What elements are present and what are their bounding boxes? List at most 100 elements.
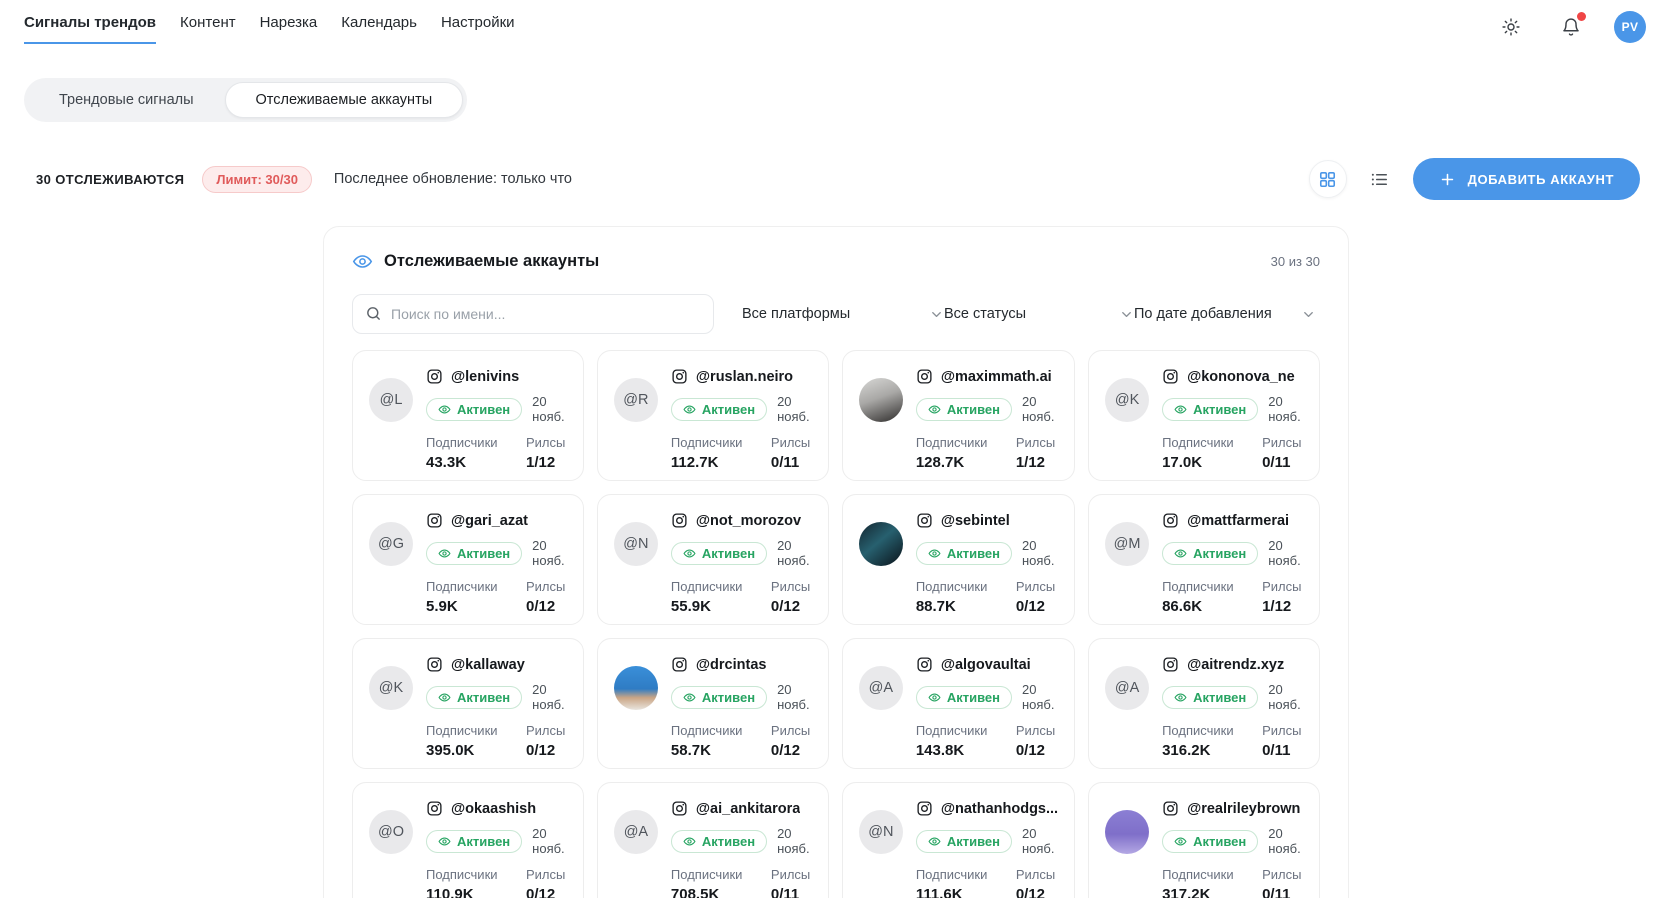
account-handle[interactable]: @realrileybrown [1187,800,1301,817]
account-handle[interactable]: @kononova_ne [1187,368,1295,385]
account-handle[interactable]: @ai_ankitarora [695,800,801,817]
account-card[interactable]: @O @okaashish [352,782,584,898]
nav-tab-settings[interactable]: Настройки [440,14,515,31]
instagram-icon [916,800,933,817]
list-icon [1370,170,1389,189]
account-card[interactable]: @sebintel Активен 20 нояб. Подписчики [841,494,1076,625]
status-badge: Активен [426,829,523,853]
add-account-button[interactable]: ДОБАВИТЬ АККАУНТ [1412,158,1640,200]
search-input[interactable] [352,294,714,334]
reels-value: 0/12 [526,742,556,759]
reels-label: Рилсы [1262,867,1302,882]
account-card[interactable]: @L @lenivins [352,350,584,481]
account-handle[interactable]: @maximmath.ai [940,368,1052,385]
list-view-button[interactable] [1361,160,1399,198]
tab-tracked-accounts[interactable]: Отслеживаемые аккаунты [224,82,464,118]
status-label: Активен [1193,545,1247,561]
followers-label: Подписчики [670,867,743,882]
added-date: 20 нояб. [1268,394,1301,424]
nav-tab-content[interactable]: Контент [180,14,236,31]
grid-view-button[interactable] [1308,160,1347,198]
status-label: Активен [701,545,756,561]
account-handle[interactable]: @not_morozov [695,512,802,529]
notifications-button[interactable] [1554,10,1588,44]
status-label: Активен [701,401,756,417]
chevron-down-icon [1301,307,1316,322]
account-card[interactable]: @realrileybrown Активен 20 нояб. Подпис [1088,782,1320,898]
theme-toggle-button[interactable] [1494,10,1528,44]
account-card[interactable]: @K @kononova_ne [1088,350,1320,481]
account-card[interactable]: @N @not_morozov [596,494,829,625]
account-handle[interactable]: @kallaway [451,656,525,673]
avatar-initials: @M [1113,536,1141,552]
account-handle[interactable]: @lenivins [451,368,520,385]
reels-value: 1/12 [526,454,556,471]
avatar-initials: @G [378,536,404,552]
account-handle[interactable]: @drcintas [695,656,767,673]
added-date: 20 нояб. [777,538,810,568]
nav-tab-trend-signals[interactable]: Сигналы трендов [24,14,157,44]
followers-label: Подписчики [426,867,498,882]
reels-label: Рилсы [1262,435,1302,450]
tab-trend-signals[interactable]: Трендовые сигналы [59,92,194,108]
account-handle[interactable]: @sebintel [940,512,1010,529]
followers-label: Подписчики [1162,579,1234,594]
followers-label: Подписчики [670,723,743,738]
status-label: Активен [1193,689,1247,705]
account-card[interactable]: @R @ruslan.neiro [596,350,829,481]
status-badge: Активен [426,685,523,709]
account-card[interactable]: @K @kallaway [352,638,584,769]
status-label: Активен [946,833,1000,849]
followers-label: Подписчики [915,579,988,594]
account-avatar: @K [369,666,413,710]
account-card[interactable]: @A @aitrendz.xyz [1088,638,1320,769]
reels-label: Рилсы [770,723,811,738]
account-handle[interactable]: @algovaultai [940,656,1031,673]
account-handle[interactable]: @gari_azat [451,512,529,529]
account-card[interactable]: @G @gari_azat [352,494,584,625]
reels-value: 0/12 [1015,598,1046,615]
grid-icon [1318,170,1337,189]
account-handle[interactable]: @ruslan.neiro [695,368,794,385]
followers-value: 88.7K [915,598,956,615]
account-handle[interactable]: @mattfarmerai [1187,512,1290,529]
instagram-icon [671,656,688,673]
eye-icon [928,835,941,848]
reels-label: Рилсы [1262,723,1302,738]
followers-label: Подписчики [426,435,498,450]
account-card[interactable]: @A @ai_ankitarora [596,782,829,898]
status-badge: Активен [1162,829,1259,853]
account-card[interactable]: @M @mattfarmerai [1088,494,1320,625]
followers-label: Подписчики [1162,867,1234,882]
nav-tab-calendar[interactable]: Календарь [341,14,417,31]
added-date: 20 нояб. [1021,682,1055,712]
notification-dot [1577,12,1586,21]
account-handle[interactable]: @okaashish [451,800,537,817]
account-card[interactable]: @A @algovaultai [841,638,1076,769]
instagram-icon [426,800,443,817]
status-badge: Активен [426,397,523,421]
instagram-icon [671,800,688,817]
account-handle[interactable]: @aitrendz.xyz [1187,656,1285,673]
nav-tab-clips[interactable]: Нарезка [259,14,318,31]
sort-dropdown[interactable]: По дате добавления [1134,306,1316,322]
platform-filter-dropdown[interactable]: Все платформы [742,306,944,322]
account-card[interactable]: @N @nathanhodgs... [841,782,1076,898]
account-card[interactable]: @maximmath.ai Активен 20 нояб. Подписчи [841,350,1076,481]
followers-label: Подписчики [426,723,498,738]
filter-row: Все платформы Все статусы По дате добавл… [352,294,1320,334]
instagram-icon [916,512,933,529]
eye-icon [1174,835,1187,848]
accounts-grid: @L @lenivins [352,350,1320,898]
eye-icon [1174,403,1187,416]
followers-label: Подписчики [426,579,498,594]
avatar-initials: @N [868,824,894,840]
account-card[interactable]: @drcintas Активен 20 нояб. Подписчики [596,638,829,769]
instagram-icon [1162,800,1179,817]
user-avatar[interactable]: PV [1614,11,1646,43]
account-avatar [858,522,903,566]
followers-value: 17.0K [1162,454,1203,471]
account-handle[interactable]: @nathanhodgs... [940,800,1059,817]
status-label: Активен [1193,833,1247,849]
status-filter-dropdown[interactable]: Все статусы [944,306,1134,322]
